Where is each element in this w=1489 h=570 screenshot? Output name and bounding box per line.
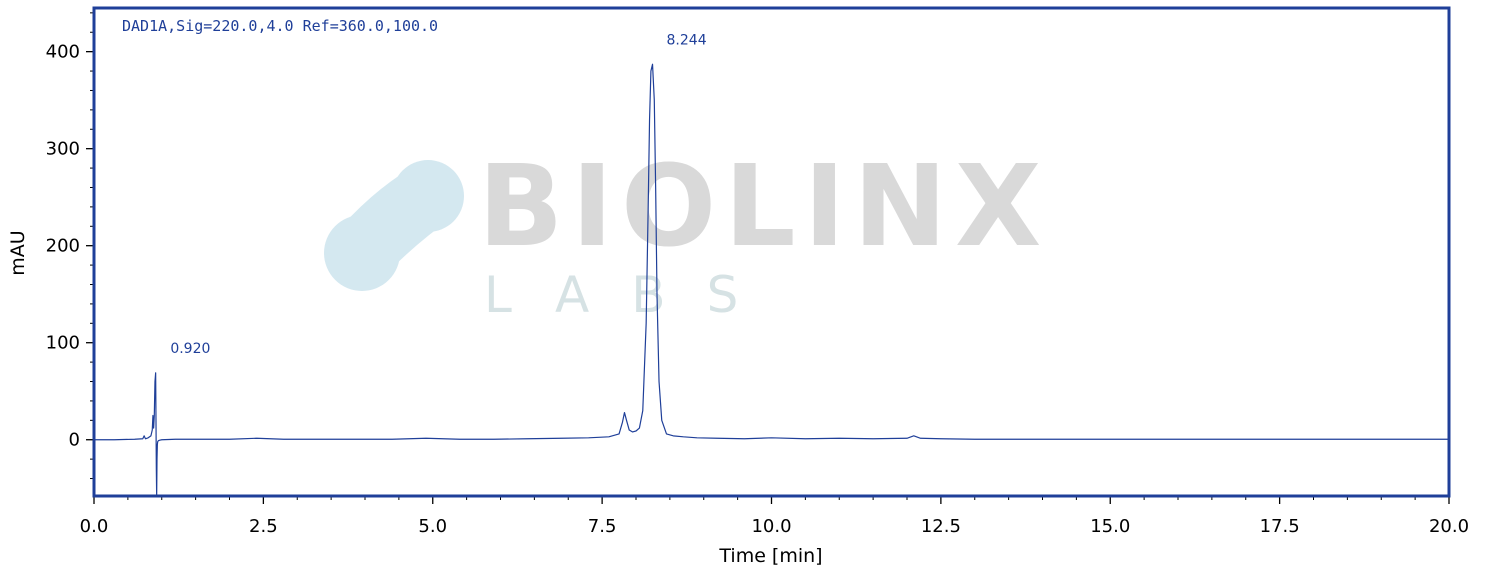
y-tick-label: 300 [46,139,80,160]
x-tick-label: 2.5 [249,516,278,537]
x-tick-label: 10.0 [751,516,791,537]
x-tick-label: 15.0 [1090,516,1130,537]
y-tick-label: 0 [69,430,80,451]
y-tick-label: 400 [46,42,80,63]
x-tick-label: 17.5 [1260,516,1300,537]
peak-label: 8.244 [667,32,707,48]
plot-frame [92,6,1451,498]
x-axis-title: Time [min] [718,545,822,567]
y-axis: 0 100 200 300 400 [46,12,94,480]
y-tick-label: 100 [46,333,80,354]
x-tick-label: 7.5 [588,516,617,537]
x-tick-label: 0.0 [80,516,109,537]
y-axis-title: mAU [7,230,29,275]
y-tick-label: 200 [46,236,80,257]
watermark-subtitle: LABS [484,266,780,324]
x-tick-label: 20.0 [1429,516,1469,537]
watermark: BIOLINX LABS [324,142,1049,324]
x-tick-label: 12.5 [921,516,961,537]
peak-label: 0.920 [170,341,210,357]
x-axis: 0.0 2.5 5.0 7.5 10.0 12.5 15.0 17.5 20.0 [80,496,1469,537]
signal-label: DAD1A,Sig=220.0,4.0 Ref=360.0,100.0 [122,17,438,35]
signal-trace [94,63,1449,497]
watermark-title: BIOLINX [478,142,1049,272]
peak-labels: 0.920 8.244 [170,32,706,357]
x-tick-label: 5.0 [418,516,447,537]
watermark-logo-icon [324,160,464,291]
